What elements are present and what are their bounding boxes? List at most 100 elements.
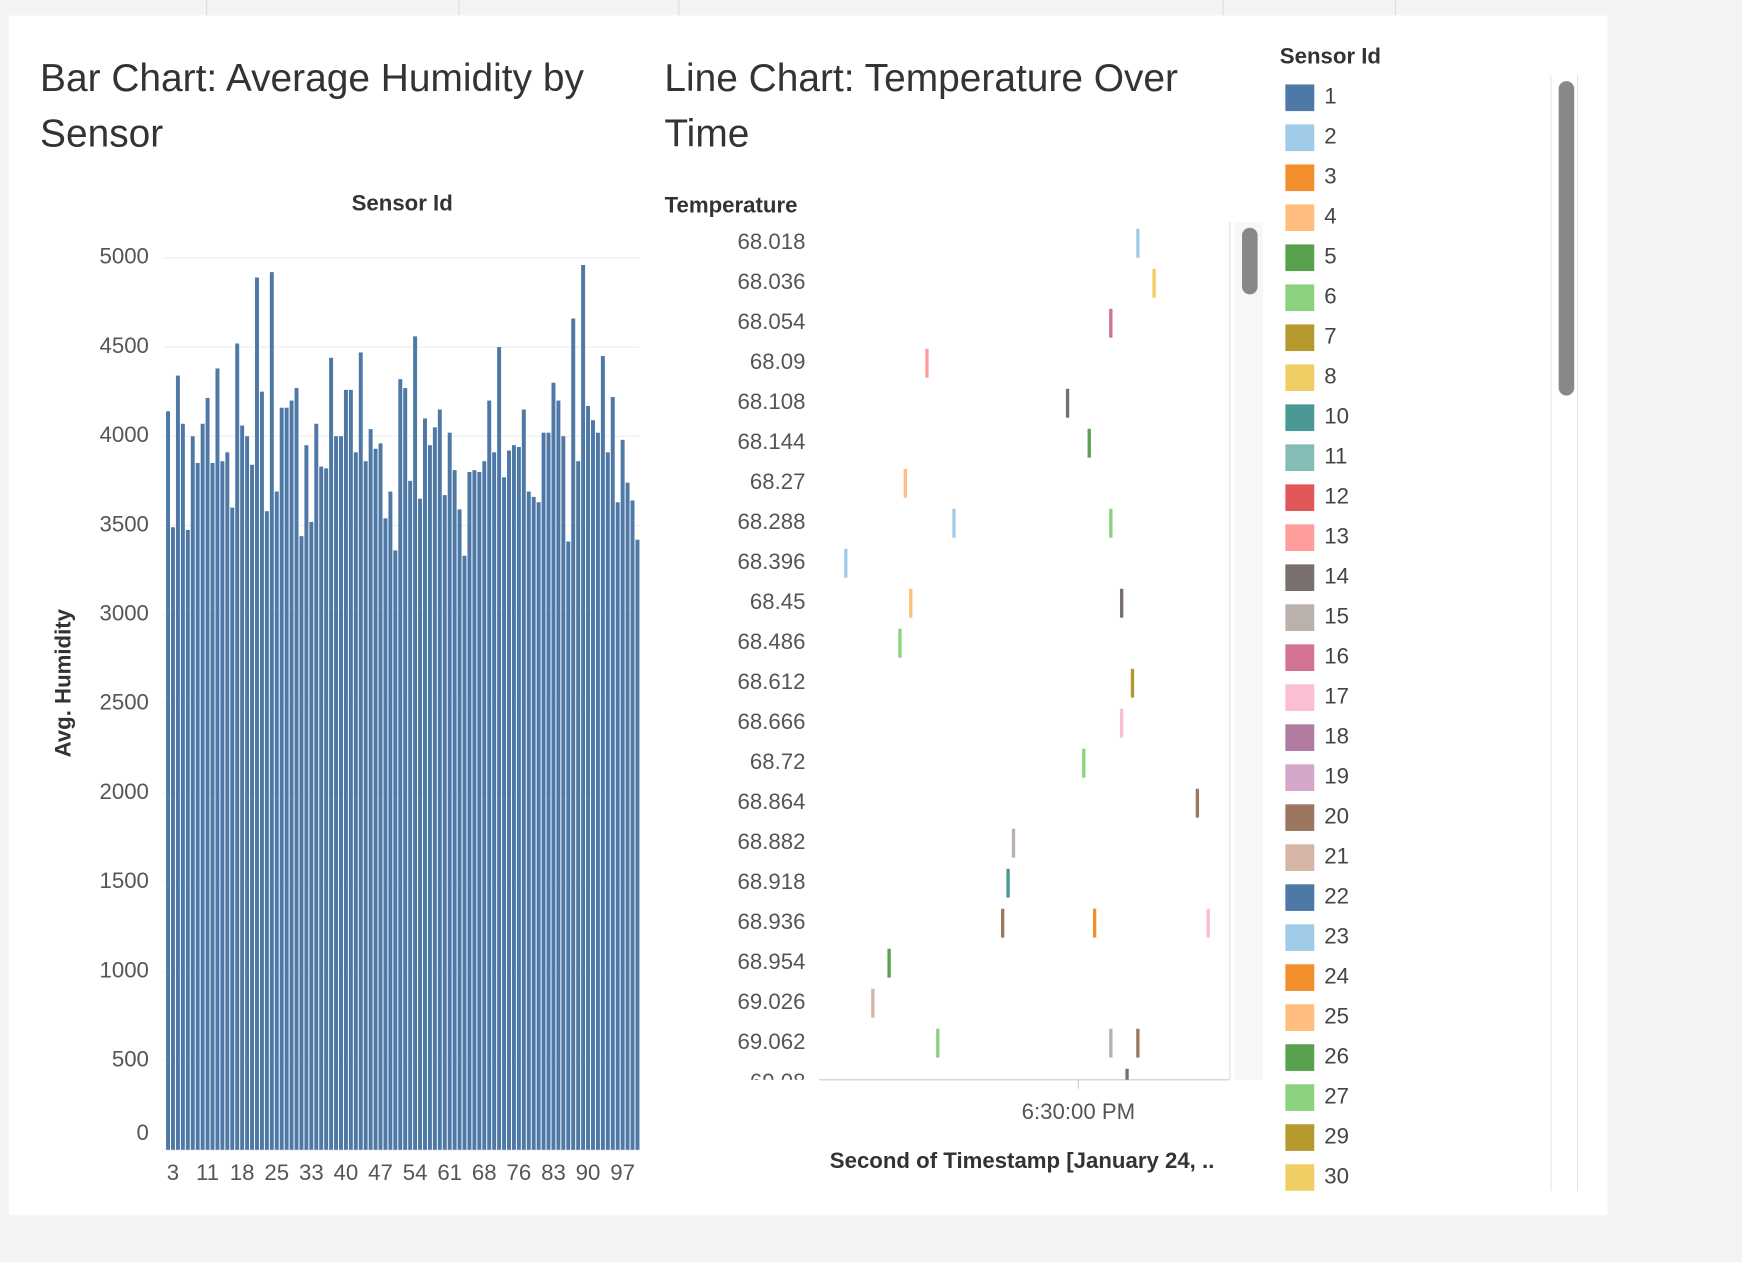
bar: [566, 541, 571, 1150]
point-mark: [1001, 908, 1005, 938]
x-tick-label: 97: [610, 1160, 635, 1185]
bar: [255, 277, 259, 1150]
legend-swatch: [1285, 724, 1315, 751]
bar: [274, 491, 279, 1150]
y-tick-label: 2000: [99, 779, 148, 804]
bar: [586, 405, 591, 1150]
x-tick-label: 33: [299, 1160, 324, 1185]
point-mark: [952, 508, 956, 538]
bar: [363, 461, 368, 1150]
legend-label: 27: [1324, 1083, 1349, 1108]
bar: [190, 436, 195, 1150]
x-tick-label: 25: [264, 1160, 289, 1185]
bar: [576, 461, 581, 1150]
bar: [432, 427, 437, 1150]
bar: [339, 436, 343, 1150]
legend-label: 23: [1324, 923, 1349, 948]
line-scroll-track: [1234, 222, 1264, 1080]
bar: [304, 445, 309, 1150]
bar: [368, 429, 373, 1150]
bar: [556, 400, 561, 1150]
legend-swatch: [1285, 924, 1315, 951]
point-mark: [1119, 708, 1124, 738]
bar: [541, 432, 546, 1150]
legend-swatch: [1285, 1124, 1315, 1151]
y-row-label: 69.062: [738, 1029, 806, 1054]
point-mark: [1065, 388, 1070, 418]
y-row-label: 68.954: [738, 949, 806, 974]
legend-label: 25: [1324, 1003, 1349, 1028]
x-tick-label: 18: [230, 1160, 255, 1185]
legend-label: 17: [1324, 684, 1349, 709]
bar: [457, 509, 462, 1150]
y-row-label: 68.108: [738, 389, 806, 414]
bar: [452, 470, 457, 1150]
point-mark: [871, 988, 875, 1018]
legend-label: 15: [1324, 604, 1349, 629]
bar: [240, 425, 245, 1150]
x-tick-label: 11: [196, 1160, 219, 1185]
y-row-label: 68.486: [738, 629, 806, 654]
y-tick-label: 1500: [99, 868, 148, 893]
bar: [259, 391, 264, 1150]
bar: [279, 407, 284, 1150]
y-row-label: 68.054: [738, 309, 806, 334]
bar: [175, 375, 180, 1150]
legend-label: 24: [1324, 963, 1349, 988]
x-tick-label: 47: [368, 1160, 393, 1185]
bar: [289, 400, 294, 1150]
legend-label: 6: [1324, 284, 1336, 309]
bar: [373, 448, 378, 1150]
legend-swatch: [1285, 684, 1315, 711]
point-mark: [1130, 668, 1135, 698]
bar: [536, 502, 541, 1150]
point-mark: [903, 468, 907, 498]
bar: [324, 468, 329, 1150]
bar: [230, 507, 235, 1150]
y-row-label: 68.144: [738, 429, 806, 454]
bar: [551, 382, 556, 1150]
bar: [398, 379, 403, 1150]
bar: [334, 436, 339, 1150]
bar: [220, 461, 225, 1150]
bar: [635, 539, 640, 1150]
y-row-label: 68.864: [738, 789, 806, 814]
x-tick-label: 68: [472, 1160, 497, 1185]
line-scroll-thumb[interactable]: [1242, 227, 1258, 295]
bar: [561, 436, 566, 1150]
bar: [442, 495, 447, 1150]
bar: [507, 450, 511, 1150]
y-row-label: 68.018: [738, 229, 806, 254]
point-mark: [1006, 868, 1010, 898]
y-row-label: 69.08: [750, 1069, 806, 1094]
y-row-label: 68.036: [738, 269, 806, 294]
legend-swatch: [1285, 1164, 1315, 1191]
bar: [343, 389, 348, 1150]
bar: [477, 471, 482, 1150]
point-mark: [1092, 908, 1097, 938]
y-row-label: 68.936: [738, 909, 806, 934]
y-row-label: 68.288: [738, 509, 806, 534]
y-row-label: 68.45: [750, 589, 806, 614]
legend-swatch: [1285, 404, 1315, 432]
legend-label: 29: [1324, 1123, 1349, 1148]
legend-swatch: [1285, 1004, 1315, 1031]
bar: [482, 461, 487, 1150]
point-mark: [1206, 908, 1210, 938]
legend-label: 19: [1324, 764, 1349, 789]
bar: [185, 529, 190, 1150]
point-mark: [1109, 1028, 1113, 1058]
legend-swatch: [1285, 1044, 1315, 1071]
legend-scroll-thumb[interactable]: [1558, 81, 1575, 396]
bar: [284, 407, 289, 1150]
x-tick-label: 3: [167, 1160, 179, 1185]
legend-swatch: [1285, 644, 1315, 671]
bar: [264, 511, 269, 1150]
legend-label: 20: [1324, 803, 1349, 828]
legend-label: 26: [1324, 1043, 1349, 1068]
bar-y-title: Avg. Humidity: [50, 608, 75, 757]
legend-swatch: [1285, 764, 1315, 791]
line-chart-title: Line Chart: Temperature Over Time: [664, 56, 1179, 156]
